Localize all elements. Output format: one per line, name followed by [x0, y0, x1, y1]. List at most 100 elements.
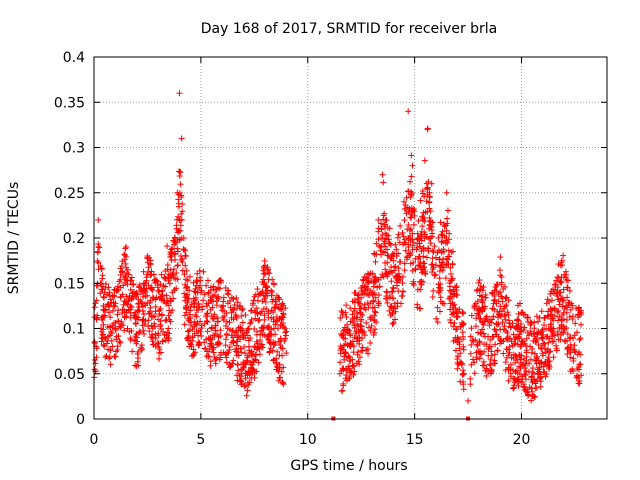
data-point — [438, 231, 445, 238]
data-point — [99, 272, 106, 279]
data-point — [355, 323, 362, 330]
data-point — [182, 247, 189, 254]
data-point — [276, 374, 283, 381]
data-point — [430, 287, 437, 294]
data-point — [570, 355, 577, 362]
data-point — [410, 221, 417, 228]
data-point — [381, 240, 388, 247]
data-point — [436, 268, 443, 275]
data-point — [245, 325, 252, 332]
data-point — [254, 309, 261, 316]
data-point — [114, 311, 121, 318]
data-point — [174, 276, 181, 283]
data-point — [430, 248, 437, 255]
data-point — [147, 304, 154, 311]
data-point — [382, 259, 389, 266]
data-point — [394, 276, 401, 283]
data-point — [149, 286, 156, 293]
data-point — [483, 313, 490, 320]
data-point — [97, 263, 104, 270]
data-point — [415, 255, 422, 262]
data-point — [421, 229, 428, 236]
data-point — [167, 266, 174, 273]
data-point — [408, 190, 415, 197]
data-point — [547, 305, 554, 312]
data-point — [523, 353, 530, 360]
data-point — [502, 316, 509, 323]
data-point — [94, 258, 101, 265]
data-point — [121, 314, 128, 321]
data-point — [135, 329, 142, 336]
data-point — [411, 212, 418, 219]
data-point — [181, 290, 188, 297]
data-point — [238, 306, 245, 313]
data-point — [226, 343, 233, 350]
data-point — [486, 343, 493, 350]
data-point — [531, 325, 538, 332]
data-point — [248, 307, 255, 314]
data-point — [493, 331, 500, 338]
data-point — [372, 278, 379, 285]
data-point — [444, 207, 451, 214]
data-point — [518, 379, 525, 386]
data-point — [169, 245, 176, 252]
data-point — [384, 252, 391, 259]
y-tick-label: 0.3 — [63, 141, 85, 157]
data-point — [258, 324, 265, 331]
data-point — [539, 352, 546, 359]
data-point — [203, 300, 210, 307]
data-point — [147, 260, 154, 267]
data-point — [245, 343, 252, 350]
data-point — [128, 274, 135, 281]
data-point — [414, 301, 421, 308]
data-point — [454, 365, 461, 372]
x-tick-label: 0 — [90, 432, 99, 448]
data-point — [146, 299, 153, 306]
data-point — [197, 282, 204, 289]
data-point — [471, 370, 478, 377]
data-point — [562, 302, 569, 309]
data-point — [109, 343, 116, 350]
data-point — [248, 307, 255, 314]
data-point — [392, 305, 399, 312]
data-point — [522, 360, 529, 367]
data-point — [567, 349, 574, 356]
data-point — [545, 354, 552, 361]
data-point — [427, 240, 434, 247]
data-point — [426, 214, 433, 221]
data-point — [223, 331, 230, 338]
data-point — [358, 316, 365, 323]
data-point — [541, 369, 548, 376]
data-point — [114, 346, 121, 353]
data-point — [273, 359, 280, 366]
data-point — [453, 326, 460, 333]
data-point — [456, 306, 463, 313]
data-point — [510, 355, 517, 362]
data-point — [384, 246, 391, 253]
data-point — [229, 360, 236, 367]
data-point — [378, 235, 385, 242]
data-point — [274, 317, 281, 324]
data-point — [421, 193, 428, 200]
data-point — [186, 327, 193, 334]
data-point — [507, 370, 514, 377]
data-point — [495, 298, 502, 305]
data-point — [273, 318, 280, 325]
data-point — [175, 200, 182, 207]
data-point — [254, 340, 261, 347]
data-point — [443, 227, 450, 234]
data-point — [122, 298, 129, 305]
data-point — [365, 324, 372, 331]
data-point — [540, 340, 547, 347]
data-point — [96, 244, 103, 251]
y-tick-label: 0.4 — [63, 50, 85, 66]
data-point — [544, 296, 551, 303]
data-point — [554, 274, 561, 281]
data-point — [203, 317, 210, 324]
data-point — [273, 292, 280, 299]
data-point — [342, 350, 349, 357]
data-point — [436, 263, 443, 270]
data-point — [343, 329, 350, 336]
data-point — [135, 301, 142, 308]
data-point — [259, 344, 266, 351]
